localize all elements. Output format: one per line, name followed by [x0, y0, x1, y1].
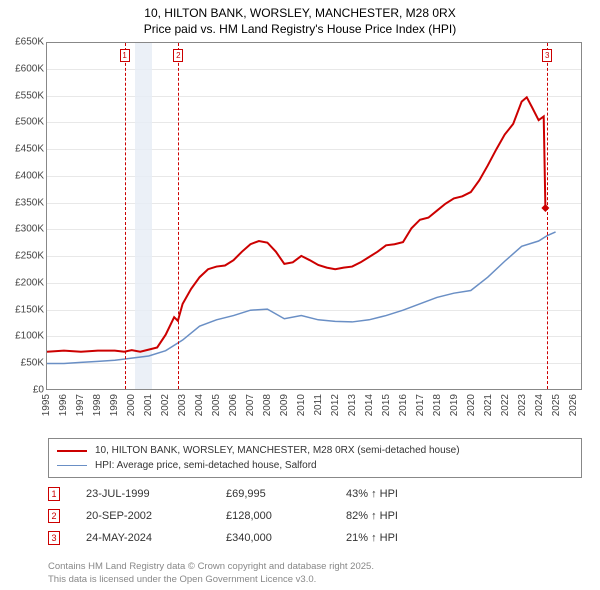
marker-badge: 3	[48, 531, 60, 545]
x-tick-label: 2000	[126, 394, 137, 416]
marker-price: £340,000	[226, 532, 346, 544]
x-tick-label: 2013	[347, 394, 358, 416]
x-tick-label: 2019	[449, 394, 460, 416]
y-tick-label: £300K	[0, 224, 44, 235]
x-tick-label: 2010	[296, 394, 307, 416]
y-tick-label: £650K	[0, 37, 44, 48]
chart-marker-badge: 1	[120, 49, 130, 62]
legend-item: 10, HILTON BANK, WORSLEY, MANCHESTER, M2…	[57, 443, 573, 458]
marker-price: £69,995	[226, 488, 346, 500]
x-tick-label: 2011	[313, 394, 324, 416]
series-line-hpi	[47, 232, 556, 363]
y-tick-label: £550K	[0, 90, 44, 101]
title-line1: 10, HILTON BANK, WORSLEY, MANCHESTER, M2…	[144, 6, 455, 20]
x-tick-label: 2018	[432, 394, 443, 416]
chart-title: 10, HILTON BANK, WORSLEY, MANCHESTER, M2…	[0, 0, 600, 37]
x-tick-label: 2006	[228, 394, 239, 416]
x-tick-label: 2022	[500, 394, 511, 416]
legend-swatch	[57, 450, 87, 452]
marker-table-row: 3 24-MAY-2024£340,00021% ↑ HPI	[48, 530, 466, 546]
marker-badge: 2	[48, 509, 60, 523]
x-tick-label: 1998	[92, 394, 103, 416]
legend-label: HPI: Average price, semi-detached house,…	[95, 460, 317, 471]
y-tick-label: £100K	[0, 331, 44, 342]
marker-table: 1 23-JUL-1999£69,99543% ↑ HPI 2 20-SEP-2002…	[48, 486, 466, 552]
marker-date: 23-JUL-1999	[86, 488, 226, 500]
x-tick-label: 2016	[398, 394, 409, 416]
x-tick-label: 2008	[262, 394, 273, 416]
x-tick-label: 1997	[75, 394, 86, 416]
marker-price: £128,000	[226, 510, 346, 522]
y-tick-label: £350K	[0, 197, 44, 208]
legend: 10, HILTON BANK, WORSLEY, MANCHESTER, M2…	[48, 438, 582, 478]
footer-line2: This data is licensed under the Open Gov…	[48, 574, 316, 585]
y-tick-label: £450K	[0, 144, 44, 155]
marker-pct: 43% ↑ HPI	[346, 488, 466, 500]
chart-marker-badge: 2	[173, 49, 183, 62]
marker-vline	[547, 43, 548, 389]
y-tick-label: £600K	[0, 63, 44, 74]
x-tick-label: 2021	[483, 394, 494, 416]
series-line-price_paid	[47, 97, 545, 351]
x-tick-label: 2007	[245, 394, 256, 416]
y-tick-label: £0	[0, 385, 44, 396]
marker-pct: 21% ↑ HPI	[346, 532, 466, 544]
x-tick-label: 2005	[211, 394, 222, 416]
x-tick-label: 1999	[109, 394, 120, 416]
y-tick-label: £150K	[0, 304, 44, 315]
x-tick-label: 2012	[330, 394, 341, 416]
y-tick-label: £250K	[0, 251, 44, 262]
x-tick-label: 2024	[534, 394, 545, 416]
line-plot-svg	[47, 43, 581, 389]
x-tick-label: 2020	[466, 394, 477, 416]
marker-table-row: 1 23-JUL-1999£69,99543% ↑ HPI	[48, 486, 466, 502]
legend-label: 10, HILTON BANK, WORSLEY, MANCHESTER, M2…	[95, 445, 460, 456]
x-tick-label: 2023	[517, 394, 528, 416]
y-tick-label: £400K	[0, 170, 44, 181]
footer-line1: Contains HM Land Registry data © Crown c…	[48, 561, 374, 572]
y-tick-label: £200K	[0, 277, 44, 288]
x-tick-label: 2025	[551, 394, 562, 416]
marker-date: 20-SEP-2002	[86, 510, 226, 522]
marker-badge: 1	[48, 487, 60, 501]
marker-pct: 82% ↑ HPI	[346, 510, 466, 522]
chart-plot-area: 1 2 3	[46, 42, 582, 390]
y-tick-label: £50K	[0, 358, 44, 369]
x-tick-label: 2004	[194, 394, 205, 416]
x-tick-label: 2002	[160, 394, 171, 416]
x-tick-label: 2001	[143, 394, 154, 416]
marker-vline	[178, 43, 179, 389]
x-tick-label: 1995	[41, 394, 52, 416]
x-tick-label: 1996	[58, 394, 69, 416]
title-line2: Price paid vs. HM Land Registry's House …	[144, 22, 456, 36]
marker-date: 24-MAY-2024	[86, 532, 226, 544]
x-tick-label: 2015	[381, 394, 392, 416]
x-tick-label: 2014	[364, 394, 375, 416]
marker-vline	[125, 43, 126, 389]
x-tick-label: 2003	[177, 394, 188, 416]
x-tick-label: 2009	[279, 394, 290, 416]
y-tick-label: £500K	[0, 117, 44, 128]
attribution-footer: Contains HM Land Registry data © Crown c…	[48, 561, 374, 586]
legend-item: HPI: Average price, semi-detached house,…	[57, 458, 573, 473]
legend-swatch	[57, 465, 87, 466]
x-tick-label: 2017	[415, 394, 426, 416]
chart-marker-badge: 3	[542, 49, 552, 62]
x-tick-label: 2026	[568, 394, 579, 416]
marker-table-row: 2 20-SEP-2002£128,00082% ↑ HPI	[48, 508, 466, 524]
